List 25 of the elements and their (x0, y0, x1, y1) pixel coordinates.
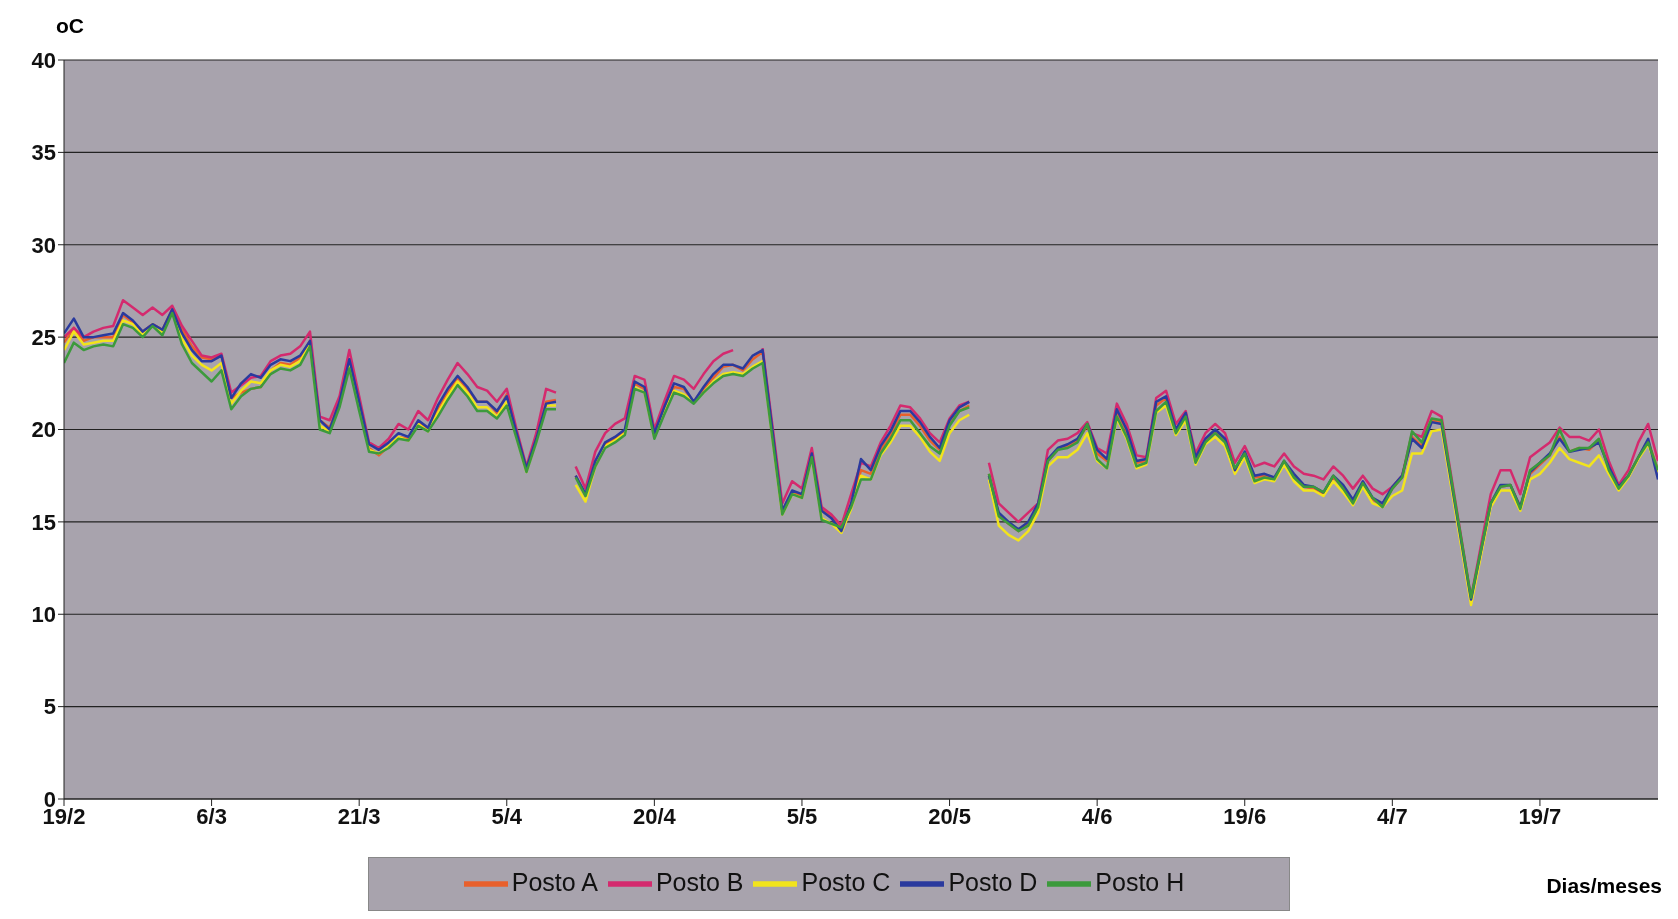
legend-label: Posto A (511, 867, 598, 896)
y-axis-title: oC (56, 14, 84, 38)
y-tick-label: 35 (31, 140, 56, 166)
x-tick-label: 19/6 (1223, 803, 1267, 829)
x-tick-label: 20/4 (632, 803, 677, 829)
x-tick-label: 19/7 (1518, 803, 1562, 829)
y-tick-label: 25 (31, 324, 56, 350)
x-tick-label: 20/5 (928, 803, 971, 829)
y-tick-label: 5 (43, 694, 56, 720)
y-tick-label: 30 (31, 232, 56, 258)
y-tick-label: 10 (31, 602, 56, 628)
y-tick-label: 40 (31, 47, 56, 73)
legend-label: Posto H (1095, 867, 1185, 896)
x-tick-label: 6/3 (196, 803, 227, 829)
x-tick-label: 4/6 (1081, 803, 1113, 829)
x-tick-label: 21/3 (337, 803, 381, 829)
legend-label: Posto D (948, 867, 1038, 896)
x-tick-label: 4/7 (1377, 803, 1408, 829)
y-tick-label: 20 (31, 417, 56, 443)
legend-label: Posto B (655, 867, 744, 896)
x-axis-title: Dias/meses (1546, 874, 1662, 898)
legend-label: Posto C (801, 867, 891, 896)
y-tick-label: 15 (31, 509, 56, 535)
x-tick-label: 5/5 (786, 803, 818, 829)
x-tick-label: 5/4 (491, 803, 523, 829)
